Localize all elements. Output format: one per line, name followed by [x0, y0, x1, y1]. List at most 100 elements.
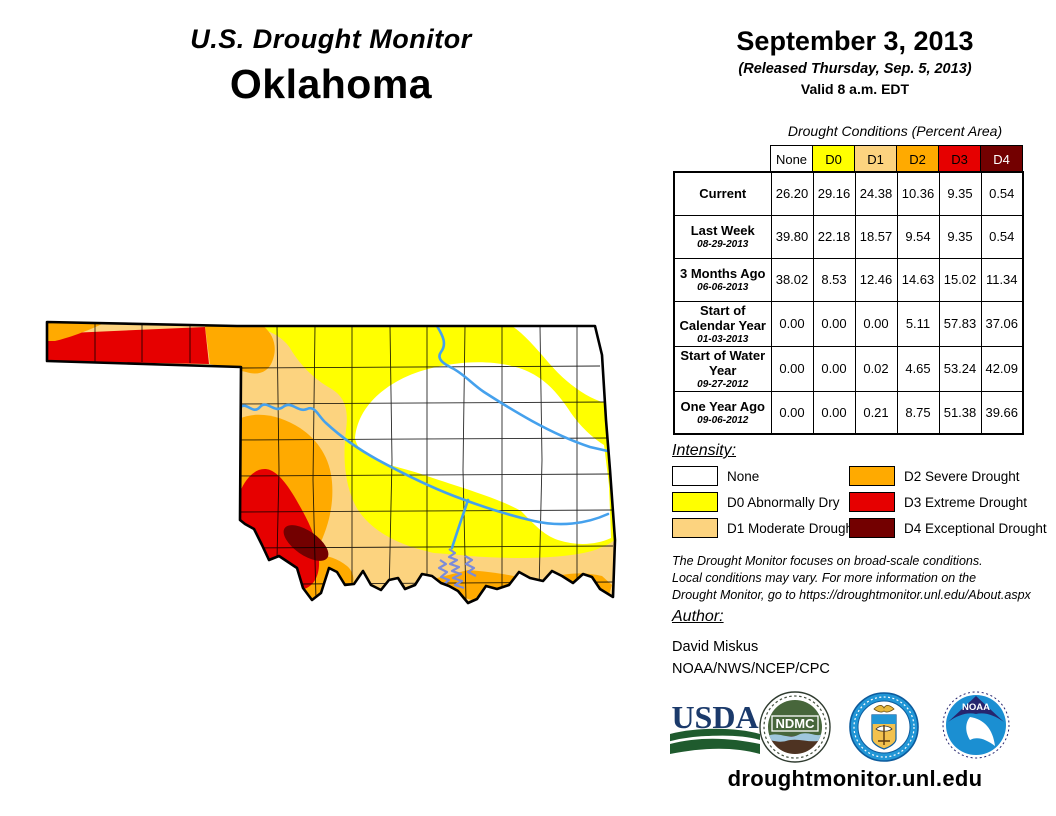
row-date: 08-29-2013 — [697, 239, 749, 250]
cell-value: 11.34 — [980, 257, 1024, 302]
cell-value: 0.00 — [812, 345, 856, 392]
valid-time: Valid 8 a.m. EDT — [800, 81, 910, 97]
ndmc-logo: NDMC — [759, 691, 831, 763]
cell-value: 0.54 — [980, 214, 1024, 259]
legend-label: D0 Abnormally Dry — [727, 494, 840, 510]
map-date: September 3, 2013 — [736, 26, 974, 56]
cell-value: 57.83 — [938, 300, 982, 347]
ndmc-logo-text: NDMC — [776, 716, 816, 731]
commerce-shield-chief — [872, 715, 896, 724]
author-title: Author: — [672, 608, 724, 625]
oklahoma-map — [40, 300, 665, 620]
cell-value: 12.46 — [854, 257, 898, 302]
intensity-legend: Intensity: None D0 Abnormally Dry D1 Mod… — [672, 442, 1047, 538]
river-northeast — [435, 324, 614, 454]
disclaimer-text: The Drought Monitor focuses on broad-sca… — [672, 553, 1031, 604]
cell-value: 8.53 — [812, 257, 856, 302]
col-header-d0: D0 — [812, 145, 855, 173]
swatch-d2 — [849, 466, 895, 486]
state-name: Oklahoma — [229, 61, 433, 107]
map-region-none-northeast — [512, 326, 605, 403]
cell-value: 9.35 — [938, 214, 982, 259]
cell-value: 37.06 — [980, 300, 1024, 347]
cell-value: 18.57 — [854, 214, 898, 259]
legend-label: D1 Moderate Drought — [727, 520, 857, 536]
commerce-ring-text — [853, 696, 915, 758]
drought-table: Current 26.20 29.16 24.38 10.36 9.35 0.5… — [673, 171, 1024, 435]
legend-label: None — [727, 468, 760, 484]
legend-label: D4 Exceptional Drought — [904, 520, 1047, 536]
col-header-d4: D4 — [980, 145, 1023, 173]
cell-value: 53.24 — [938, 345, 982, 392]
table-row: Last Week 08-29-2013 39.80 22.18 18.57 9.… — [673, 214, 1024, 259]
col-header-d1: D1 — [854, 145, 897, 173]
row-label: 3 Months Ago 06-06-2013 — [673, 257, 772, 302]
cell-value: 0.02 — [854, 345, 898, 392]
noaa-ring-text — [942, 691, 1010, 759]
row-date: 06-06-2013 — [697, 282, 749, 293]
row-date: 09-06-2012 — [697, 414, 749, 426]
table-row: Start of Water Year 09-27-2012 0.00 0.00 … — [673, 345, 1024, 392]
swatch-none — [672, 466, 718, 486]
commerce-lighthouse — [878, 725, 890, 745]
cell-value: 38.02 — [770, 257, 814, 302]
disclaimer-line: Drought Monitor, go to https://droughtmo… — [672, 588, 1031, 602]
river-washita — [450, 498, 470, 550]
legend-item-d3: D3 Extreme Drought — [849, 492, 1027, 512]
table-title: Drought Conditions (Percent Area) — [787, 123, 1003, 139]
noaa-logo: NOAA — [942, 691, 1010, 759]
cell-value: 9.35 — [938, 171, 982, 216]
map-region-d2-panhandle-junction — [205, 325, 275, 374]
cell-value: 0.00 — [812, 390, 856, 435]
row-label: Start of Calendar Year 01-03-2013 — [673, 300, 772, 347]
report-title: U.S. Drought Monitor — [190, 24, 472, 54]
swatch-d3 — [849, 492, 895, 512]
cell-value: 22.18 — [812, 214, 856, 259]
cell-value: 14.63 — [896, 257, 940, 302]
cell-value: 0.00 — [770, 345, 814, 392]
commerce-seal-logo — [849, 692, 919, 762]
map-region-d4-spot — [283, 525, 329, 561]
table-row: Start of Calendar Year 01-03-2013 0.00 0.… — [673, 300, 1024, 347]
cell-value: 39.80 — [770, 214, 814, 259]
map-region-d3-panhandle — [47, 327, 209, 364]
disclaimer-line: The Drought Monitor focuses on broad-sca… — [672, 554, 983, 568]
row-label: Current — [673, 171, 772, 216]
state-outline — [45, 320, 617, 605]
swatch-d1 — [672, 518, 718, 538]
usda-field-line — [669, 735, 761, 743]
date-block: September 3, 2013 (Released Thursday, Se… — [680, 26, 1030, 97]
cell-value: 26.20 — [770, 171, 814, 216]
usda-field-swoosh — [670, 728, 760, 742]
cell-value: 42.09 — [980, 345, 1024, 392]
author-name: David Miskus — [672, 639, 759, 655]
title-block: U.S. Drought Monitor Oklahoma — [31, 24, 631, 108]
map-region-d2-panhandle-tip — [47, 322, 104, 341]
cell-value: 0.00 — [770, 300, 814, 347]
river-central — [237, 403, 610, 526]
legend-item-d4: D4 Exceptional Drought — [849, 518, 1047, 538]
usda-field-swoosh — [670, 738, 760, 754]
cell-value: 15.02 — [938, 257, 982, 302]
row-label: One Year Ago 09-06-2012 — [673, 390, 772, 435]
legend-item-none: None — [672, 466, 759, 486]
usda-logo: USDA — [669, 699, 761, 754]
table-row: One Year Ago 09-06-2012 0.00 0.00 0.21 8.… — [673, 390, 1024, 435]
row-date: 09-27-2012 — [697, 378, 749, 390]
cell-value: 29.16 — [812, 171, 856, 216]
legend-label: D3 Extreme Drought — [904, 494, 1028, 510]
drought-table-header: None D0 D1 D2 D3 D4 — [770, 145, 1023, 173]
swatch-d0 — [672, 492, 718, 512]
table-row: 3 Months Ago 06-06-2013 38.02 8.53 12.46 … — [673, 257, 1024, 302]
table-row: Current 26.20 29.16 24.38 10.36 9.35 0.5… — [673, 171, 1024, 216]
noaa-logo-text: NOAA — [962, 702, 990, 713]
noaa-diamond — [948, 696, 1004, 722]
map-region-none-central — [355, 362, 611, 544]
cell-value: 0.00 — [812, 300, 856, 347]
cell-value: 24.38 — [854, 171, 898, 216]
cell-value: 8.75 — [896, 390, 940, 435]
legend-item-d2: D2 Severe Drought — [849, 466, 1020, 486]
cell-value: 0.00 — [770, 390, 814, 435]
col-header-d3: D3 — [938, 145, 981, 173]
